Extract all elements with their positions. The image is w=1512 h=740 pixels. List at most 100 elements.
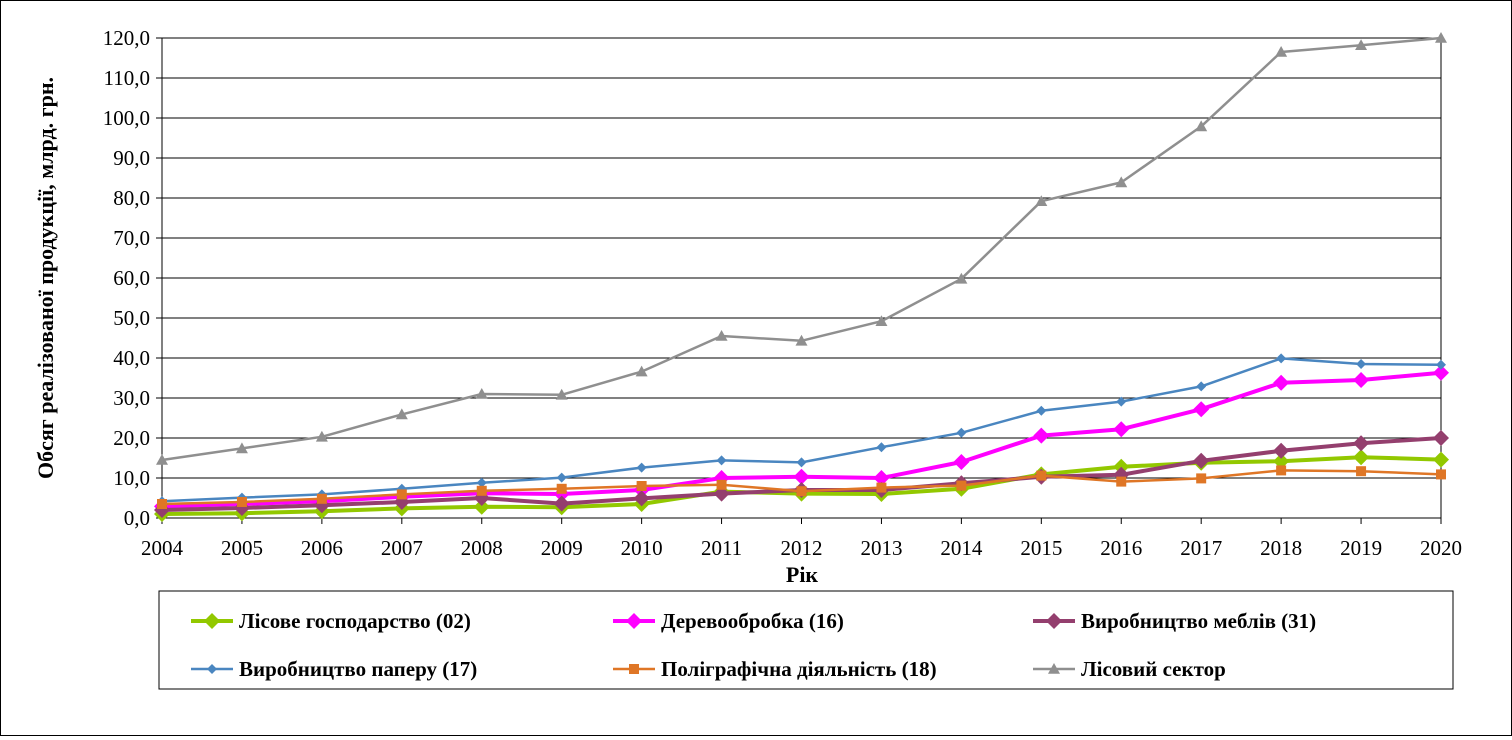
data-point: [1356, 466, 1367, 477]
x-tick-label: 2009: [541, 536, 583, 560]
y-tick-label: 40,0: [113, 346, 150, 370]
data-point: [473, 498, 490, 515]
data-point: [1355, 39, 1368, 50]
data-point: [1276, 353, 1287, 364]
legend-swatch-marker: [626, 613, 642, 629]
data-point: [1193, 401, 1210, 418]
x-tick-label: 2006: [301, 536, 343, 560]
y-tick-label: 70,0: [113, 226, 150, 250]
data-point: [1353, 449, 1370, 466]
data-point: [636, 481, 647, 491]
data-point: [1115, 176, 1128, 188]
y-tick-label: 30,0: [113, 386, 150, 410]
x-tick-label: 2019: [1340, 536, 1382, 560]
data-point: [1436, 469, 1446, 480]
data-point: [1196, 381, 1207, 392]
x-tick-label: 2012: [781, 536, 823, 560]
data-point: [1273, 453, 1290, 470]
data-point: [876, 442, 887, 453]
legend-swatch-marker: [629, 664, 639, 674]
data-point: [1433, 451, 1449, 468]
series-4: [157, 353, 1446, 507]
data-point: [875, 315, 888, 326]
data-point: [1433, 364, 1449, 381]
data-point: [715, 330, 728, 341]
data-point: [1113, 421, 1130, 438]
data-point: [953, 454, 970, 470]
data-point: [1356, 359, 1367, 369]
data-point: [955, 272, 968, 284]
data-point: [1275, 46, 1288, 57]
data-point: [795, 334, 808, 346]
legend-swatch-marker: [1048, 663, 1060, 674]
legend-item: Лісовий сектор: [1033, 657, 1226, 681]
x-axis-title: Рік: [786, 562, 819, 587]
data-point: [1433, 430, 1449, 446]
data-point: [1353, 435, 1370, 452]
data-point: [1195, 120, 1208, 132]
axes: [156, 37, 1442, 524]
x-tick-labels: 2004 2005 2006 2007 2008 2009 2010 2011 2012 2013…: [141, 536, 1462, 560]
x-tick-label: 2015: [1020, 536, 1062, 560]
data-point: [716, 455, 727, 466]
data-point: [396, 489, 407, 500]
data-point: [235, 442, 248, 454]
legend-label: Лісовий сектор: [1081, 657, 1226, 681]
x-tick-label: 2017: [1180, 536, 1222, 560]
legend-swatch-marker: [204, 613, 220, 629]
x-tick-label: 2007: [381, 536, 423, 560]
y-tick-label: 120,0: [103, 26, 150, 50]
data-point: [873, 470, 890, 486]
y-tick-labels: 0,0 10,0 20,0 30,0 40,0 50,0 60,0 70,0 80,0 90,0 1…: [103, 26, 150, 530]
data-point: [556, 472, 567, 483]
data-point: [1036, 405, 1047, 416]
data-point: [1273, 442, 1290, 459]
series-6: [156, 32, 1447, 465]
x-tick-label: 2020: [1420, 536, 1462, 560]
data-point: [316, 493, 327, 504]
series-group: [154, 32, 1449, 522]
y-tick-label: 10,0: [113, 466, 150, 490]
data-point: [1353, 372, 1370, 388]
data-point: [1193, 452, 1210, 469]
data-point: [1436, 359, 1446, 370]
legend-item: Виробництво меблів (31): [1033, 609, 1316, 633]
legend-label: Виробництво меблів (31): [1081, 609, 1316, 633]
data-point: [476, 477, 487, 488]
y-tick-label: 0,0: [124, 506, 150, 530]
data-point: [796, 486, 807, 497]
data-point: [876, 482, 887, 493]
data-point: [475, 388, 488, 399]
data-point: [1036, 470, 1047, 481]
data-point: [1273, 374, 1290, 391]
legend-item: Поліграфічна діяльність (18): [613, 657, 937, 681]
y-tick-label: 80,0: [113, 186, 150, 210]
x-tick-label: 2008: [461, 536, 503, 560]
series-line: [161, 36, 1442, 462]
data-point: [556, 483, 567, 494]
data-point: [236, 497, 247, 507]
y-axis-title: Обсяг реалізованої продукції, млрд. грн.: [33, 77, 58, 479]
data-point: [796, 457, 807, 468]
x-tick-label: 2011: [701, 536, 742, 560]
legend-item: Деревообробка (16): [613, 609, 844, 633]
y-tick-label: 50,0: [113, 306, 150, 330]
data-point: [793, 468, 810, 485]
legend-label: Поліграфічна діяльність (18): [661, 657, 937, 681]
legend-label: Виробництво паперу (17): [239, 657, 477, 681]
data-point: [555, 388, 568, 400]
data-point: [1116, 476, 1127, 487]
data-point: [553, 495, 570, 512]
legend-swatch-marker: [207, 664, 217, 674]
legend-item: Лісове господарство (02): [191, 609, 471, 633]
x-tick-label: 2010: [621, 536, 663, 560]
data-point: [716, 479, 727, 490]
data-point: [1033, 427, 1050, 444]
x-tick-label: 2004: [141, 536, 184, 560]
legend-swatch-marker: [1046, 613, 1062, 629]
data-point: [956, 480, 967, 491]
y-tick-label: 20,0: [113, 426, 150, 450]
series-5: [157, 465, 1446, 509]
